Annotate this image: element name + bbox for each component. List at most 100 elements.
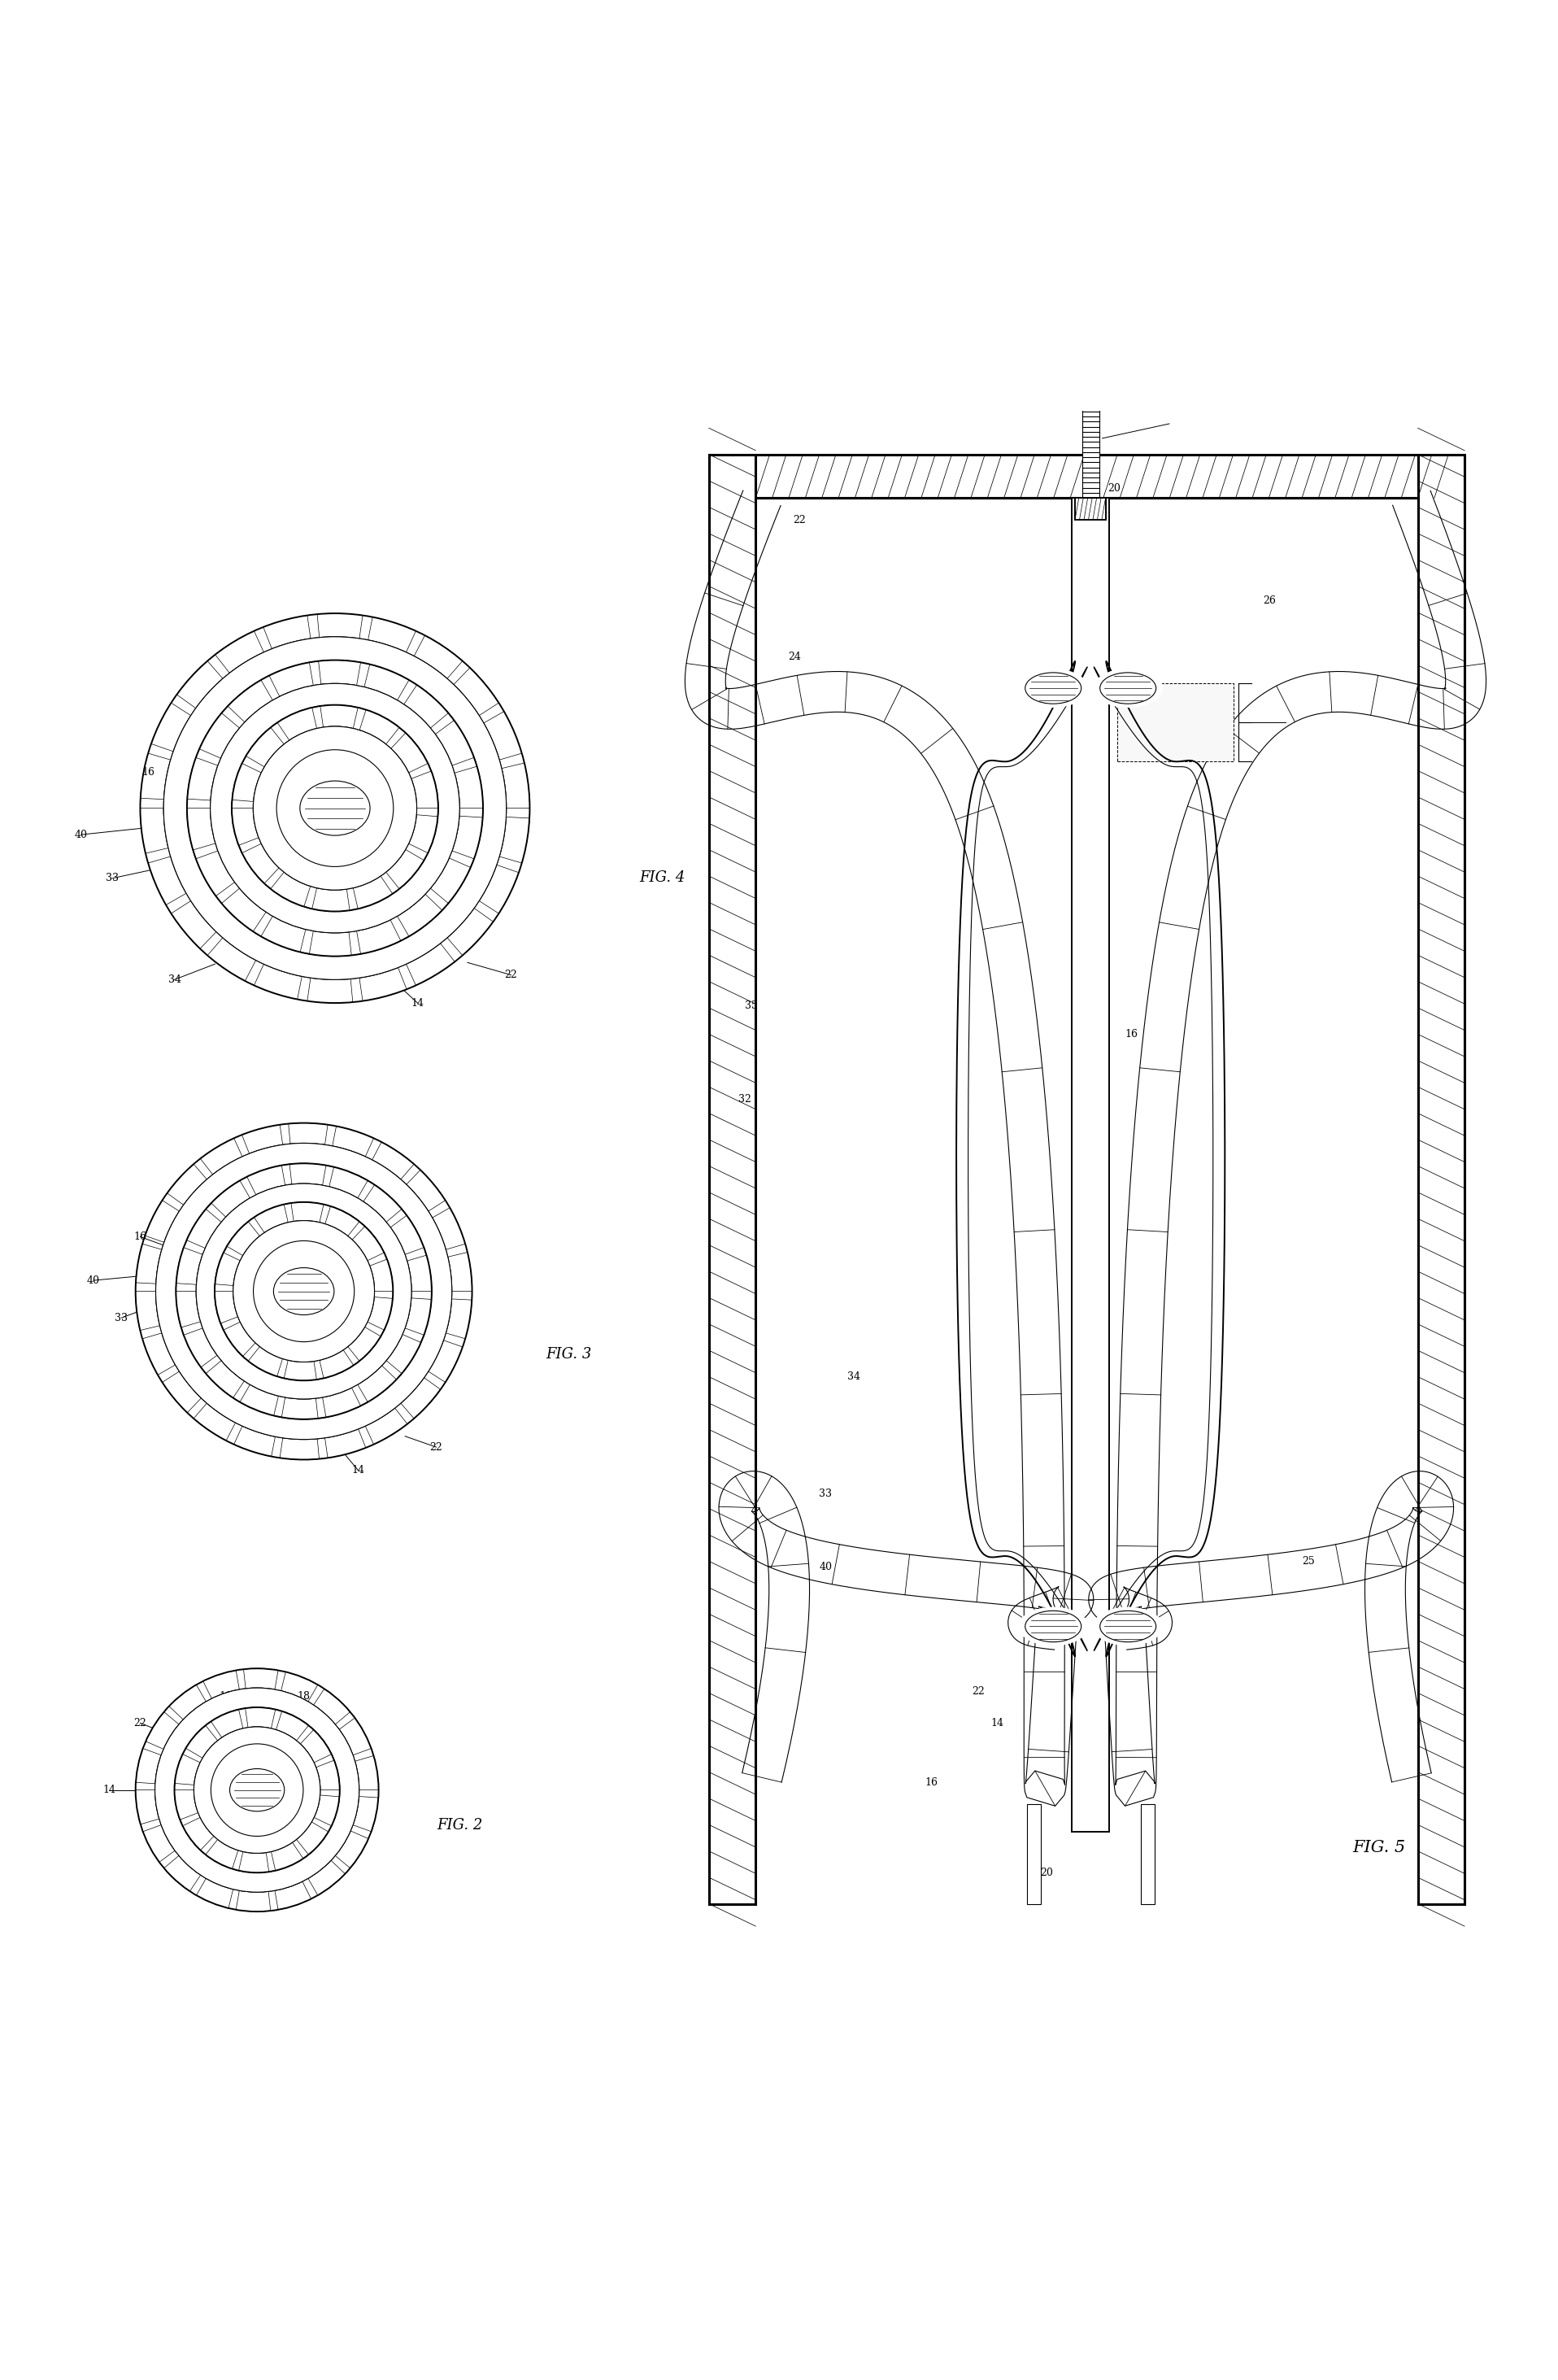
Polygon shape — [453, 669, 499, 716]
Polygon shape — [318, 614, 363, 638]
Polygon shape — [254, 964, 302, 1000]
Polygon shape — [307, 978, 352, 1002]
Text: FIG. 2: FIG. 2 — [436, 1818, 483, 1833]
Text: 16: 16 — [142, 766, 154, 778]
Polygon shape — [221, 888, 266, 931]
Polygon shape — [167, 1164, 207, 1204]
Polygon shape — [315, 1795, 340, 1825]
Text: 16: 16 — [1125, 1028, 1137, 1040]
Circle shape — [176, 1164, 432, 1418]
Polygon shape — [199, 714, 240, 759]
Polygon shape — [483, 712, 522, 759]
Circle shape — [193, 1728, 321, 1854]
Polygon shape — [182, 1818, 213, 1849]
Polygon shape — [176, 662, 223, 709]
Polygon shape — [308, 1861, 344, 1894]
Polygon shape — [176, 1292, 201, 1328]
Text: 14: 14 — [991, 1718, 1003, 1728]
Polygon shape — [148, 857, 187, 904]
Text: 18: 18 — [298, 1692, 310, 1702]
Ellipse shape — [1094, 1607, 1162, 1647]
Polygon shape — [500, 816, 530, 864]
Text: 20: 20 — [1108, 483, 1120, 495]
Text: 22: 22 — [134, 1718, 146, 1728]
Polygon shape — [187, 809, 215, 850]
Polygon shape — [290, 1164, 326, 1185]
Bar — [1072, 497, 1109, 1833]
Text: 20: 20 — [333, 1823, 346, 1835]
Polygon shape — [140, 809, 168, 854]
Polygon shape — [397, 895, 442, 935]
Polygon shape — [282, 1397, 318, 1418]
Polygon shape — [270, 662, 313, 697]
Ellipse shape — [274, 1269, 333, 1314]
Polygon shape — [248, 1166, 285, 1195]
Polygon shape — [386, 1335, 421, 1373]
Circle shape — [296, 769, 374, 847]
Polygon shape — [319, 1349, 354, 1378]
Polygon shape — [254, 1204, 288, 1233]
Text: 33: 33 — [820, 1488, 832, 1499]
Polygon shape — [447, 909, 494, 954]
Polygon shape — [446, 1299, 472, 1338]
Circle shape — [277, 750, 393, 866]
Polygon shape — [352, 1226, 385, 1261]
Polygon shape — [212, 1180, 249, 1216]
Polygon shape — [185, 1726, 218, 1759]
Ellipse shape — [1094, 669, 1162, 707]
Polygon shape — [363, 1185, 402, 1221]
Polygon shape — [502, 764, 530, 809]
Polygon shape — [347, 1328, 380, 1361]
Text: 14: 14 — [103, 1785, 115, 1795]
Text: 34: 34 — [168, 973, 181, 985]
Polygon shape — [176, 1247, 203, 1285]
Polygon shape — [316, 1761, 340, 1790]
Polygon shape — [354, 1797, 379, 1833]
Circle shape — [210, 683, 460, 933]
Bar — [1075, 497, 1106, 519]
Polygon shape — [296, 1823, 329, 1854]
Polygon shape — [187, 757, 218, 800]
Polygon shape — [318, 659, 360, 685]
Bar — [1117, 683, 1234, 762]
Ellipse shape — [229, 1768, 285, 1811]
Polygon shape — [340, 1718, 371, 1754]
Polygon shape — [313, 1690, 351, 1726]
Polygon shape — [151, 702, 190, 752]
Polygon shape — [288, 1123, 327, 1145]
Polygon shape — [164, 1856, 201, 1892]
Polygon shape — [240, 1385, 279, 1416]
Text: 20: 20 — [368, 1228, 380, 1240]
Text: 16: 16 — [220, 1692, 232, 1702]
Polygon shape — [326, 1207, 360, 1235]
Polygon shape — [260, 916, 305, 952]
Polygon shape — [407, 1171, 446, 1211]
Bar — [1081, 386, 1098, 497]
Polygon shape — [310, 931, 352, 957]
Polygon shape — [280, 1438, 319, 1459]
Circle shape — [156, 1142, 452, 1440]
Polygon shape — [193, 1404, 235, 1440]
Polygon shape — [232, 809, 259, 845]
Polygon shape — [447, 1252, 472, 1292]
Polygon shape — [391, 733, 428, 774]
Ellipse shape — [1100, 1611, 1156, 1642]
Text: 18: 18 — [271, 733, 284, 743]
Polygon shape — [215, 631, 263, 674]
Polygon shape — [291, 1202, 324, 1223]
Polygon shape — [145, 1200, 179, 1242]
Polygon shape — [480, 864, 519, 914]
Text: 40: 40 — [75, 828, 87, 840]
Polygon shape — [136, 1749, 160, 1783]
Polygon shape — [386, 850, 424, 888]
Text: 14: 14 — [352, 1466, 365, 1476]
Bar — [1140, 1804, 1154, 1904]
Polygon shape — [207, 938, 256, 981]
Polygon shape — [365, 664, 408, 700]
Polygon shape — [428, 1340, 463, 1383]
Polygon shape — [411, 771, 438, 809]
Polygon shape — [360, 969, 407, 1002]
Ellipse shape — [1019, 669, 1087, 707]
Circle shape — [232, 704, 438, 912]
Text: 16: 16 — [925, 1778, 938, 1787]
